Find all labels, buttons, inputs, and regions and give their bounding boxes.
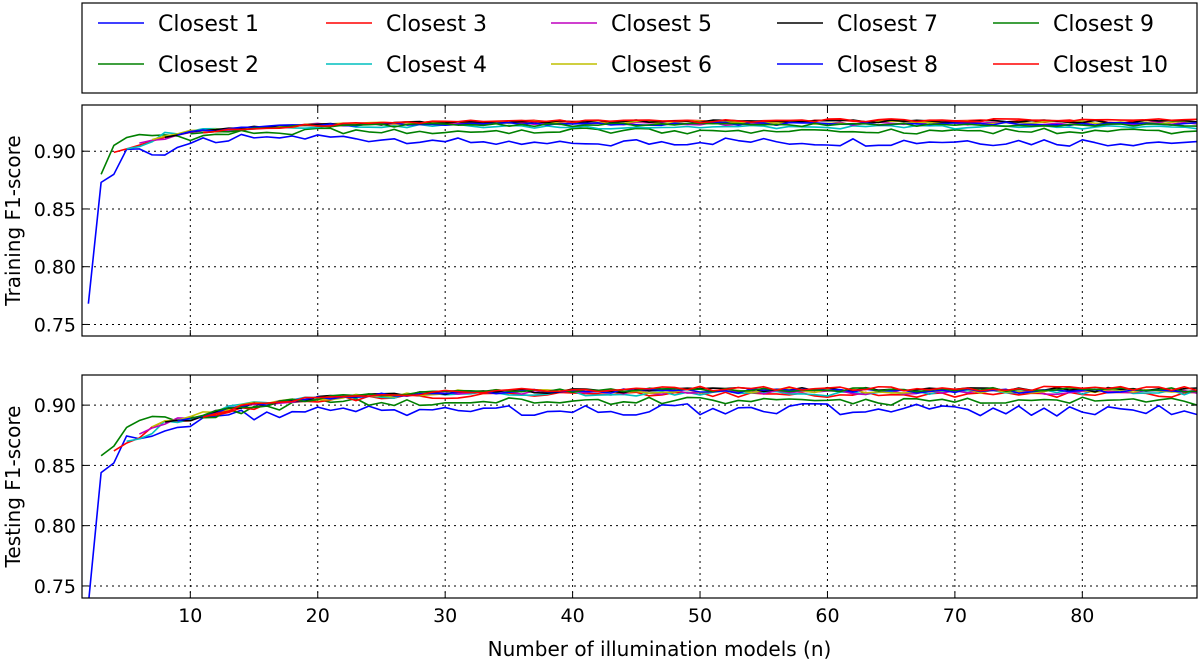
x-tick-label: 70 [943,605,967,627]
legend-label: Closest 6 [611,53,712,78]
legend-label: Closest 8 [837,53,938,78]
x-tick-label: 40 [561,605,585,627]
legend-label: Closest 5 [611,12,712,37]
y-tick-label: 0.80 [34,516,76,538]
series-group [88,385,1197,598]
series-line-closest-10 [202,385,1197,418]
series-line-closest-10 [202,117,1197,134]
y-tick-label: 0.90 [34,395,76,417]
x-tick-label: 50 [688,605,712,627]
x-axis-label: Number of illumination models (n) [488,637,832,661]
series-group [87,117,1197,304]
legend-label: Closest 7 [837,12,938,37]
plot-frame [81,104,1198,337]
series-line-closest-2 [100,396,1197,457]
y-axis-label: Testing F1-score [1,406,25,569]
legend-label: Closest 1 [158,12,259,37]
legend-label: Closest 4 [386,53,487,78]
series-line-closest-9 [190,122,1197,135]
series-line-closest-2 [100,127,1197,175]
series-line-closest-4 [126,388,1197,443]
x-tick-label: 80 [1070,605,1094,627]
series-line-closest-1 [87,133,1197,304]
x-tick-label: 20 [306,605,330,627]
x-tick-label: 10 [178,605,202,627]
y-tick-label: 0.80 [34,257,76,279]
chart-panel-bottom: 0.75 0.80 0.85 0.90 10 20 30 40 50 60 70 80 Testing … [1,374,1198,661]
x-tick-label: 60 [815,605,839,627]
y-tick-label: 0.85 [34,199,76,221]
legend: Closest 1 Closest 3 Closest 5 Closest 7 Clos… [81,2,1198,94]
x-tick-label: 30 [433,605,457,627]
y-axis-label: Training F1-score [1,135,25,306]
y-tick-label: 0.75 [34,576,76,598]
legend-label: Closest 10 [1053,53,1168,78]
series-line-closest-1 [88,402,1197,598]
series-line-closest-4 [126,123,1197,150]
chart-panel-top: 0.75 0.80 0.85 0.90 Training F1-score [1,104,1198,337]
y-tick-label: 0.90 [34,141,76,163]
legend-label: Closest 9 [1053,12,1154,37]
legend-label: Closest 2 [158,53,259,78]
legend-label: Closest 3 [386,12,487,37]
y-tick-label: 0.75 [34,314,76,336]
y-tick-label: 0.85 [34,455,76,477]
plot-frame [81,374,1198,599]
legend-frame [81,2,1198,94]
